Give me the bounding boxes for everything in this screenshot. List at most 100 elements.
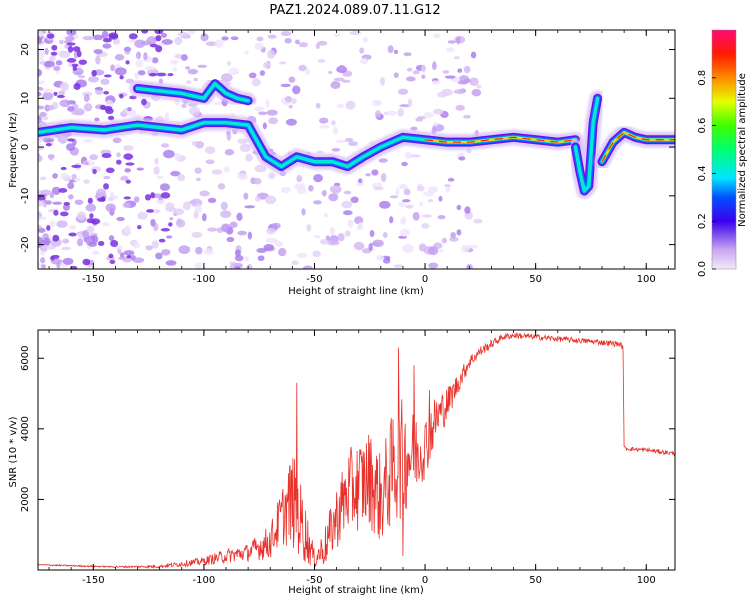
noise-blob-strong	[149, 43, 158, 48]
noise-blob	[331, 120, 336, 126]
noise-blob	[291, 260, 300, 266]
noise-blob	[56, 220, 68, 228]
noise-blob	[204, 247, 214, 256]
noise-blob-strong	[97, 197, 106, 202]
noise-blob-strong	[72, 46, 81, 52]
noise-blob	[114, 245, 124, 250]
colorbar-ticks: 0.0 0.2 0.4 0.6 0.8	[697, 70, 716, 277]
noise-blob	[220, 201, 228, 211]
noise-blob-strong	[59, 211, 69, 217]
colorbar-gradient	[712, 30, 736, 269]
noise-blob-strong	[46, 224, 51, 231]
y-tick-label: -20	[20, 236, 31, 252]
noise-blob	[379, 76, 385, 86]
noise-blob	[296, 252, 308, 259]
noise-blob	[132, 257, 145, 263]
noise-blob	[277, 247, 287, 257]
y-tick-label: 10	[20, 92, 31, 105]
noise-blob-strong	[150, 192, 155, 199]
noise-blob	[45, 104, 55, 111]
noise-blob	[437, 214, 446, 220]
noise-blob	[109, 191, 115, 199]
noise-blob	[125, 78, 135, 84]
noise-blob	[329, 185, 342, 193]
noise-blob	[144, 65, 156, 71]
noise-blob	[258, 111, 268, 116]
colorbar-frame	[711, 29, 737, 270]
noise-blob	[85, 203, 97, 212]
noise-blob	[164, 112, 170, 121]
noise-blob	[169, 217, 174, 221]
noise-blob	[393, 72, 399, 78]
noise-blob	[405, 76, 416, 82]
noise-blob	[359, 47, 365, 54]
noise-blob	[418, 243, 427, 252]
noise-blob	[244, 256, 249, 262]
noise-blob	[349, 30, 362, 36]
noise-blob	[124, 51, 131, 55]
noise-blob	[189, 200, 196, 204]
noise-blob	[412, 211, 420, 221]
noise-blob	[427, 186, 439, 194]
noise-blob	[116, 216, 125, 222]
noise-blob-strong	[60, 166, 67, 171]
noise-blob	[291, 98, 297, 104]
noise-blob	[389, 216, 394, 224]
noise-blob	[294, 39, 300, 45]
noise-blob	[338, 64, 346, 71]
noise-blob	[134, 39, 146, 48]
noise-blob	[89, 154, 98, 161]
noise-blob	[43, 237, 51, 246]
noise-blob	[103, 175, 111, 180]
noise-blob	[62, 257, 74, 265]
noise-blob	[368, 243, 373, 251]
noise-blob	[344, 230, 351, 237]
noise-blob	[196, 177, 201, 182]
noise-blob	[92, 34, 104, 41]
colorbar-tick-label: 0.8	[697, 70, 708, 86]
noise-blob	[369, 230, 375, 238]
noise-blob	[371, 101, 383, 107]
noise-blob	[193, 77, 198, 82]
noise-blob	[38, 216, 47, 220]
noise-blob	[134, 72, 140, 80]
noise-blob	[256, 248, 267, 253]
noise-blob	[403, 52, 412, 57]
noise-blob	[120, 252, 125, 259]
noise-blob	[165, 260, 177, 266]
chart-title: PAZ1.2024.089.07.11.G12	[269, 3, 440, 18]
noise-blob	[170, 59, 179, 65]
noise-blob	[463, 114, 472, 119]
noise-blob	[423, 112, 434, 119]
noise-blob	[112, 137, 122, 144]
noise-blob	[398, 183, 408, 190]
noise-blob	[456, 204, 462, 211]
noise-blob	[52, 201, 62, 205]
heatmap-x-axis-label: Height of straight line (km)	[288, 286, 424, 297]
noise-blob	[432, 108, 444, 115]
noise-blob	[403, 188, 411, 196]
noise-blob	[42, 88, 53, 94]
noise-blob	[476, 84, 482, 89]
noise-blob	[108, 197, 114, 202]
snr-line-clip	[38, 332, 675, 570]
noise-blob	[38, 200, 45, 207]
noise-blob-strong	[148, 72, 158, 77]
noise-blob	[150, 218, 156, 227]
noise-blob	[38, 91, 42, 97]
noise-blob	[268, 117, 279, 125]
noise-blob	[237, 138, 248, 144]
noise-blob	[294, 183, 304, 190]
noise-blob	[161, 248, 171, 256]
noise-blob	[155, 199, 166, 204]
noise-blob	[160, 143, 170, 148]
noise-blob	[95, 55, 101, 65]
noise-blob-strong	[155, 45, 163, 53]
noise-blob	[38, 36, 43, 44]
heatmap-y-axis: -20 -10 0 10 20	[20, 43, 675, 253]
noise-blob	[137, 211, 148, 220]
noise-blob	[46, 138, 55, 142]
noise-blob	[335, 139, 347, 143]
noise-blob	[314, 234, 321, 239]
